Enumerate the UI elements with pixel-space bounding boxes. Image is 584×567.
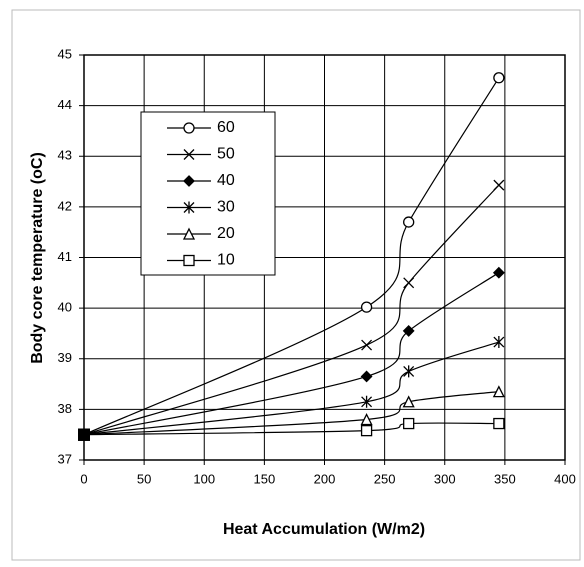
y-axis-label: Body core temperature (oC) (29, 152, 46, 364)
marker (360, 301, 373, 313)
x-axis-label: Heat Accumulation (W/m2) (223, 521, 425, 538)
y-tick-label: 44 (58, 97, 72, 112)
legend-label: 60 (217, 119, 235, 136)
marker (183, 201, 195, 214)
marker (360, 413, 373, 426)
marker (183, 149, 195, 160)
legend-label: 50 (217, 146, 235, 163)
marker (183, 122, 195, 134)
series-line (83, 77, 500, 436)
marker (183, 175, 195, 187)
marker (493, 417, 505, 430)
x-tick-label: 300 (434, 471, 456, 486)
marker (492, 266, 505, 279)
marker (403, 417, 415, 430)
legend-label: 30 (217, 199, 235, 216)
marker (403, 216, 415, 228)
series-line (83, 272, 500, 436)
series-line (83, 184, 500, 436)
frame (11, 9, 581, 561)
marker (492, 385, 505, 398)
marker (361, 339, 373, 351)
marker (493, 72, 505, 84)
x-tick-label: 250 (374, 471, 396, 486)
marker (493, 336, 505, 349)
legend-label: 20 (217, 225, 235, 242)
marker (182, 227, 196, 240)
plot-border (83, 54, 566, 461)
marker (360, 424, 373, 437)
legend: 60 50 40 30 20 10 (140, 111, 276, 276)
marker (403, 277, 415, 289)
x-tick-label: 400 (554, 471, 576, 486)
series-line (83, 341, 500, 436)
series-line (83, 391, 499, 436)
x-tick-label: 0 (80, 471, 87, 486)
legend-box (140, 111, 276, 276)
marker (402, 324, 415, 337)
marker (403, 365, 415, 378)
series-line (83, 422, 499, 436)
y-tick-label: 43 (58, 148, 72, 163)
marker (183, 254, 195, 267)
marker (360, 370, 373, 383)
y-tick-label: 40 (58, 300, 72, 315)
x-tick-label: 50 (137, 471, 151, 486)
y-tick-label: 39 (58, 350, 72, 365)
x-tick-label: 200 (314, 471, 336, 486)
marker (78, 428, 90, 441)
marker (493, 179, 505, 191)
x-tick-label: 100 (193, 471, 215, 486)
marker (402, 395, 415, 408)
y-tick-label: 38 (58, 401, 72, 416)
y-tick-label: 41 (58, 249, 72, 264)
y-tick-label: 42 (58, 198, 72, 213)
legend-label: 10 (217, 252, 235, 269)
x-tick-label: 150 (254, 471, 276, 486)
x-tick-label: 350 (494, 471, 516, 486)
y-tick-label: 37 (58, 451, 72, 466)
marker (361, 395, 373, 408)
y-tick-label: 45 (58, 46, 72, 61)
legend-label: 40 (217, 172, 235, 189)
